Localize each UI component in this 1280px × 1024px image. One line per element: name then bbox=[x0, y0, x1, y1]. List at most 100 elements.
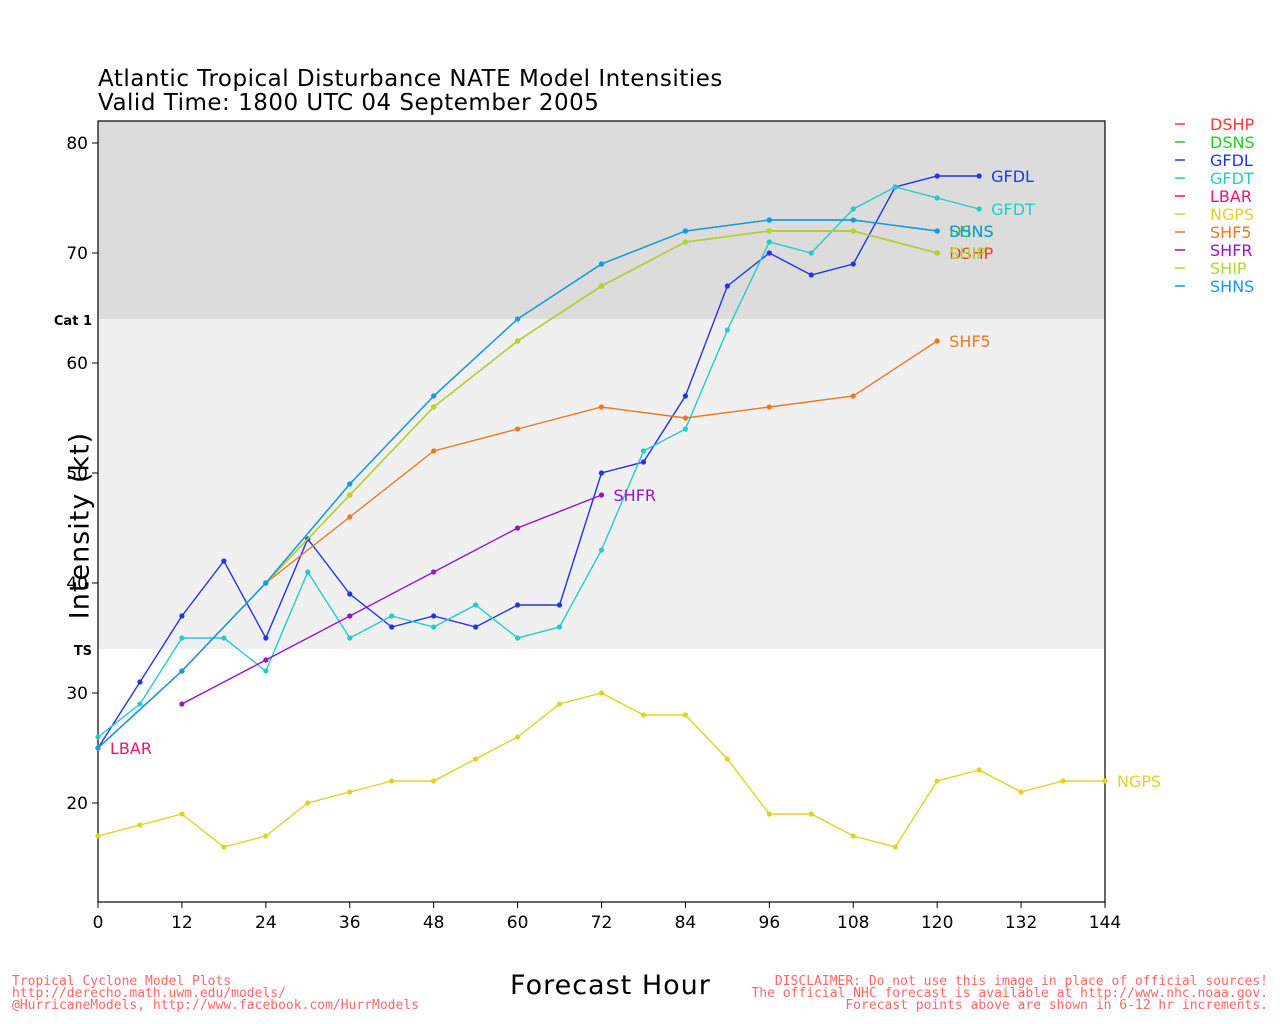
data-point-shns bbox=[95, 745, 101, 751]
data-point-ngps bbox=[682, 712, 689, 718]
data-point-shns bbox=[514, 316, 521, 322]
series-line-ngps bbox=[97, 692, 1105, 848]
x-axis-label: Forecast Hour bbox=[510, 970, 711, 1001]
series-end-label: SHFR bbox=[614, 486, 657, 505]
legend-entry: SHNS bbox=[1210, 277, 1254, 296]
data-point-shfr bbox=[431, 569, 437, 575]
data-point-gfdl bbox=[179, 613, 185, 619]
data-point-gfdt bbox=[514, 635, 521, 641]
y-tick-label: 20 bbox=[66, 794, 88, 814]
x-tick-label: 72 bbox=[591, 913, 613, 933]
x-tick-label: 144 bbox=[1089, 913, 1121, 933]
data-point-gfdt bbox=[556, 624, 563, 630]
data-point-gfdt bbox=[179, 635, 185, 641]
data-point-gfdl bbox=[682, 393, 689, 399]
data-point-shf5 bbox=[682, 415, 689, 421]
data-point-ngps bbox=[556, 701, 563, 707]
footer-credits-line[interactable]: @HurricaneModels, http://www.facebook.co… bbox=[12, 998, 419, 1013]
series-end-label: LBAR bbox=[110, 739, 152, 758]
band-label: Cat 1 bbox=[54, 314, 92, 329]
footer-credits-line: Tropical Cyclone Model Plots bbox=[12, 974, 232, 989]
data-point-gfdl bbox=[976, 173, 982, 179]
legend-entry: NGPS bbox=[1210, 205, 1254, 224]
data-point-ngps bbox=[347, 789, 353, 795]
data-point-gfdl bbox=[808, 272, 814, 278]
y-axis-label: Intensity (kt) bbox=[64, 431, 96, 620]
data-point-ngps bbox=[473, 756, 479, 762]
data-point-ngps bbox=[389, 778, 395, 784]
data-point-shf5 bbox=[850, 393, 856, 399]
data-point-gfdt bbox=[221, 635, 227, 641]
x-tick-label: 0 bbox=[93, 913, 104, 933]
data-point-gfdt bbox=[263, 668, 269, 674]
footer-disclaimer: DISCLAIMER: Do not use this image in pla… bbox=[751, 974, 1268, 1012]
data-point-shfr bbox=[598, 492, 605, 498]
data-point-shf5 bbox=[598, 404, 605, 410]
data-point-gfdt bbox=[892, 184, 898, 190]
y-tick-label: 60 bbox=[66, 354, 88, 374]
data-point-ngps bbox=[766, 811, 772, 817]
footer-disclaimer-line: The official NHC forecast is available a… bbox=[751, 986, 1268, 1001]
data-point-ngps bbox=[724, 756, 730, 762]
footer-disclaimer-line: DISCLAIMER: Do not use this image in pla… bbox=[774, 974, 1268, 989]
data-point-shns bbox=[347, 481, 353, 487]
data-point-gfdt bbox=[431, 624, 437, 630]
data-point-ngps bbox=[976, 767, 982, 773]
data-point-gfdl bbox=[934, 173, 940, 179]
data-point-ship bbox=[598, 283, 605, 289]
data-point-gfdl bbox=[473, 624, 479, 630]
data-point-shns bbox=[682, 228, 689, 234]
data-point-gfdt bbox=[347, 635, 353, 641]
series-end-label: SHIP bbox=[949, 244, 986, 263]
y-tick-label: 50 bbox=[66, 464, 88, 484]
data-point-gfdl bbox=[766, 250, 772, 256]
series-end-label: GFDL bbox=[991, 167, 1034, 186]
data-point-gfdt bbox=[850, 206, 856, 212]
data-point-ship bbox=[850, 228, 856, 234]
legend-entry: GFDT bbox=[1210, 169, 1254, 188]
legend-entry: DSHP bbox=[1210, 115, 1255, 134]
x-tick-label: 120 bbox=[921, 913, 953, 933]
data-point-gfdt bbox=[808, 250, 814, 256]
legend-entry: LBAR bbox=[1210, 187, 1252, 206]
footer-credits: Tropical Cyclone Model Plots http://dere… bbox=[12, 974, 419, 1013]
data-point-gfdl bbox=[724, 283, 730, 289]
data-point-shns bbox=[179, 668, 185, 674]
data-point-ngps bbox=[305, 800, 311, 806]
data-point-gfdl bbox=[347, 591, 353, 597]
data-point-gfdt bbox=[766, 239, 772, 245]
data-point-gfdt bbox=[137, 701, 143, 707]
x-tick-label: 96 bbox=[759, 913, 781, 933]
data-point-shns bbox=[934, 228, 940, 234]
data-point-gfdl bbox=[640, 459, 647, 465]
data-point-ngps bbox=[431, 778, 437, 784]
x-tick-label: 84 bbox=[675, 913, 697, 933]
data-point-ship bbox=[431, 404, 437, 410]
data-point-gfdt bbox=[682, 426, 689, 432]
data-point-ngps bbox=[514, 734, 521, 740]
x-tick-label: 12 bbox=[171, 913, 193, 933]
data-point-shns bbox=[850, 217, 856, 223]
series-end-label: GFDT bbox=[991, 200, 1035, 219]
data-point-ngps bbox=[892, 844, 898, 850]
data-point-gfdt bbox=[305, 569, 311, 575]
y-tick-label: 40 bbox=[66, 574, 88, 594]
y-tick-label: 70 bbox=[66, 244, 88, 264]
x-tick-label: 132 bbox=[1005, 913, 1037, 933]
series-end-label: SHNS bbox=[949, 222, 993, 241]
data-point-ngps bbox=[1018, 789, 1024, 795]
data-point-shfr bbox=[263, 657, 269, 663]
data-point-ngps bbox=[808, 811, 814, 817]
data-point-gfdl bbox=[221, 558, 227, 564]
data-point-gfdt bbox=[640, 448, 647, 454]
series-end-label: DSNS bbox=[949, 222, 994, 241]
y-tick-label: 30 bbox=[66, 684, 88, 704]
data-point-gfdl bbox=[556, 602, 563, 608]
footer-credits-line[interactable]: http://derecho.math.uwm.edu/models/ bbox=[12, 986, 286, 1001]
x-tick-label: 36 bbox=[339, 913, 361, 933]
data-point-ship bbox=[934, 250, 940, 256]
data-point-ngps bbox=[137, 822, 143, 828]
x-tick-label: 48 bbox=[423, 913, 445, 933]
x-tick-label: 60 bbox=[507, 913, 529, 933]
